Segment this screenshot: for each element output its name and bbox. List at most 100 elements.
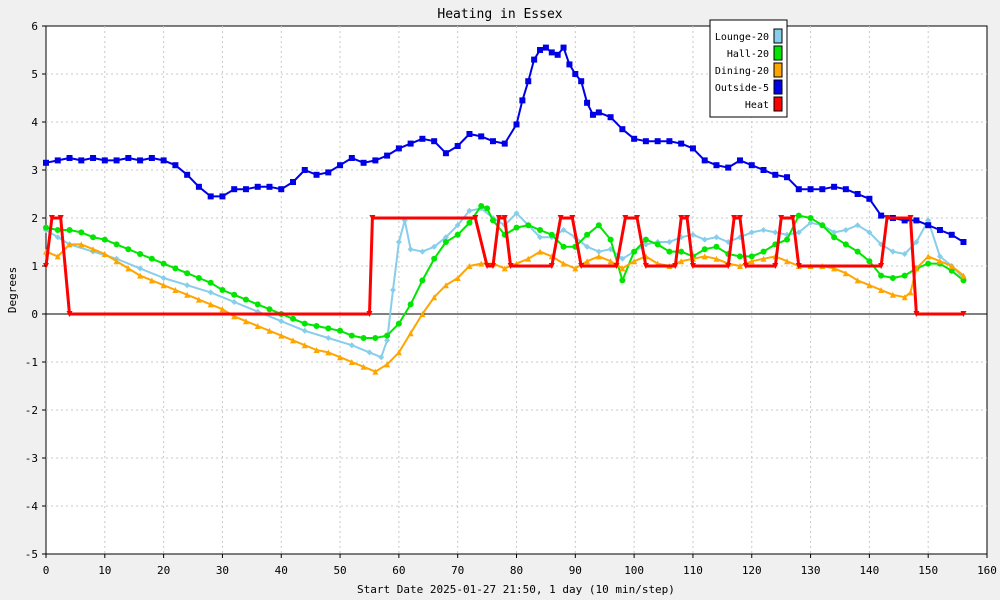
data-point-heat [642, 263, 649, 269]
y-tick-label: 1 [31, 260, 38, 273]
data-point-dining-20 [936, 258, 943, 265]
data-point-dining-20 [584, 258, 591, 265]
data-point-hall-20 [195, 275, 202, 281]
data-point-heat [678, 215, 685, 221]
data-point-dining-20 [407, 330, 414, 337]
data-point-heat [613, 263, 620, 269]
data-point-hall-20 [395, 320, 402, 327]
data-point-hall-20 [348, 332, 355, 339]
data-point-outside-5 [784, 174, 791, 181]
data-point-hall-20 [748, 253, 755, 260]
data-point-dining-20 [207, 301, 214, 308]
data-point-outside-5 [607, 114, 614, 121]
x-tick-label: 130 [801, 564, 821, 577]
data-point-heat [913, 311, 920, 317]
data-point-dining-20 [384, 361, 391, 368]
data-point-hall-20 [337, 327, 344, 334]
data-point-lounge-20 [231, 299, 238, 305]
data-point-outside-5 [195, 183, 202, 190]
data-point-hall-20 [878, 272, 885, 279]
data-point-lounge-20 [442, 234, 449, 241]
data-point-hall-20 [66, 227, 73, 233]
data-point-outside-5 [431, 138, 438, 145]
data-point-outside-5 [78, 157, 85, 164]
data-point-outside-5 [43, 159, 49, 166]
data-point-hall-20 [125, 246, 132, 253]
data-point-heat [736, 215, 743, 221]
x-tick-label: 90 [569, 564, 582, 577]
data-point-hall-20 [678, 248, 685, 255]
data-point-dining-20 [525, 255, 532, 262]
data-point-heat [484, 263, 491, 269]
data-point-hall-20 [207, 279, 214, 286]
data-point-lounge-20 [431, 243, 438, 250]
data-point-hall-20 [242, 296, 249, 303]
data-point-dining-20 [301, 342, 308, 349]
data-point-outside-5 [748, 162, 755, 169]
data-point-outside-5 [713, 162, 720, 169]
data-point-lounge-20 [384, 337, 391, 344]
data-point-hall-20 [666, 248, 673, 255]
data-point-hall-20 [631, 248, 638, 255]
data-point-outside-5 [489, 138, 496, 145]
data-point-lounge-20 [760, 227, 767, 233]
data-point-outside-5 [842, 186, 849, 193]
data-point-hall-20 [537, 227, 544, 233]
data-point-outside-5 [554, 51, 561, 58]
data-point-hall-20 [254, 301, 261, 308]
data-point-lounge-20 [207, 289, 214, 296]
data-point-outside-5 [301, 167, 308, 173]
y-tick-label: 0 [31, 308, 38, 321]
data-point-lounge-20 [595, 248, 602, 255]
data-point-outside-5 [254, 183, 261, 190]
data-point-lounge-20 [748, 229, 755, 236]
y-tick-label: -2 [25, 404, 38, 417]
y-axis-label: Degrees [6, 267, 19, 313]
x-tick-label: 160 [977, 564, 997, 577]
data-point-outside-5 [348, 155, 355, 161]
x-tick-label: 140 [859, 564, 879, 577]
data-point-hall-20 [960, 277, 967, 284]
data-point-outside-5 [578, 78, 585, 85]
data-point-lounge-20 [466, 207, 473, 214]
data-point-outside-5 [642, 138, 649, 145]
data-point-dining-20 [101, 251, 108, 257]
data-point-hall-20 [807, 215, 814, 221]
y-tick-label: 6 [31, 20, 38, 33]
data-point-lounge-20 [584, 243, 591, 250]
plot-area [45, 25, 988, 555]
data-point-hall-20 [736, 253, 743, 260]
data-point-hall-20 [819, 222, 826, 229]
data-point-lounge-20 [889, 248, 896, 255]
data-point-lounge-20 [795, 229, 802, 236]
data-point-outside-5 [160, 157, 167, 164]
data-point-hall-20 [489, 217, 496, 224]
data-point-outside-5 [219, 193, 226, 200]
data-point-outside-5 [384, 152, 391, 159]
data-point-outside-5 [360, 159, 367, 166]
data-point-hall-20 [548, 231, 555, 238]
data-point-heat [689, 263, 696, 269]
data-point-outside-5 [125, 155, 132, 161]
data-point-dining-20 [313, 347, 320, 353]
data-point-hall-20 [560, 243, 567, 250]
data-point-hall-20 [584, 231, 591, 238]
data-point-outside-5 [54, 157, 61, 164]
data-point-outside-5 [313, 171, 320, 178]
data-point-lounge-20 [901, 251, 908, 257]
data-point-dining-20 [431, 294, 438, 301]
data-point-outside-5 [525, 78, 532, 85]
data-point-outside-5 [148, 155, 155, 161]
data-point-dining-20 [125, 265, 132, 272]
data-point-hall-20 [54, 227, 61, 233]
data-point-heat [907, 215, 914, 221]
data-point-outside-5 [901, 217, 908, 224]
data-point-dining-20 [537, 248, 544, 255]
data-point-heat [731, 215, 738, 221]
x-tick-label: 30 [216, 564, 229, 577]
data-point-outside-5 [337, 162, 344, 169]
y-tick-label: 3 [31, 164, 38, 177]
data-point-outside-5 [772, 171, 779, 178]
data-point-heat [578, 263, 585, 269]
